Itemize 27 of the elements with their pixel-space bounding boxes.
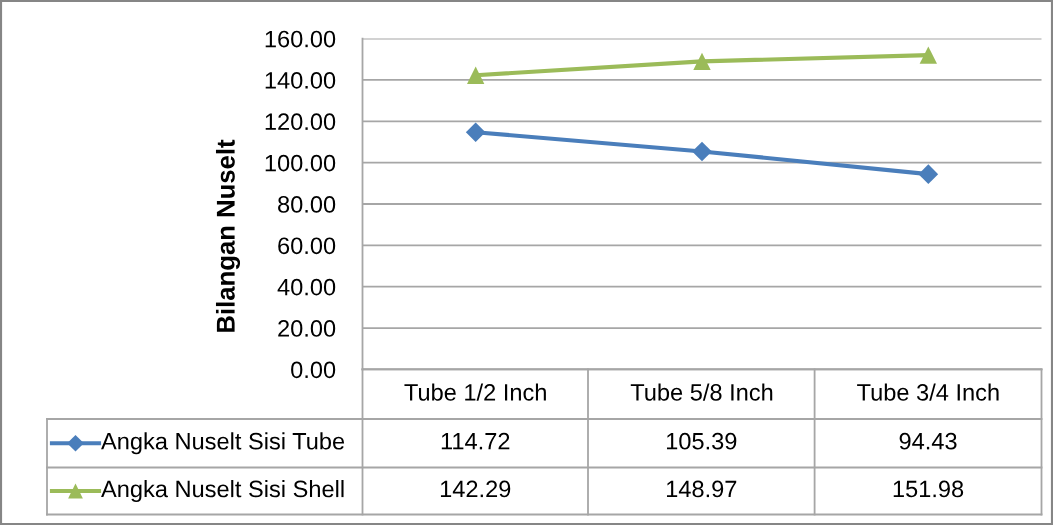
x-tick-label: Tube 3/4 Inch — [857, 383, 999, 401]
point — [693, 52, 711, 71]
y-tick-label: 80.00 — [278, 196, 336, 213]
point — [465, 122, 486, 143]
y-tick-label: 160.00 — [265, 30, 336, 48]
y-tick-label: 100.00 — [265, 154, 336, 172]
point — [919, 46, 938, 64]
y-tick-label: 60.00 — [278, 237, 336, 255]
y-axis-title: Bilangan Nuselt — [215, 139, 241, 332]
point — [692, 141, 712, 162]
data-label: 148.97 — [667, 480, 737, 498]
x-tick-label: Tube 1/2 Inch — [404, 383, 546, 401]
y-tick-label: 140.00 — [265, 72, 336, 89]
data-label: 142.29 — [440, 480, 511, 498]
point — [466, 66, 485, 84]
data-label: 105.39 — [667, 432, 737, 450]
legend-label: Angka Nuselt Sisi Tube — [101, 432, 345, 455]
point — [918, 164, 939, 184]
y-tick-label: 20.00 — [278, 320, 336, 337]
data-label: 151.98 — [893, 480, 964, 498]
y-tick-label: 120.00 — [265, 113, 336, 131]
y-tick-label: 0.00 — [291, 361, 336, 379]
data-label: 114.72 — [441, 432, 510, 450]
y-tick-label: 40.00 — [277, 278, 336, 296]
data-label: 94.43 — [899, 432, 957, 450]
x-tick-label: Tube 5/8 Inch — [630, 383, 773, 401]
legend-label: Angka Nuselt Sisi Shell — [101, 479, 344, 503]
